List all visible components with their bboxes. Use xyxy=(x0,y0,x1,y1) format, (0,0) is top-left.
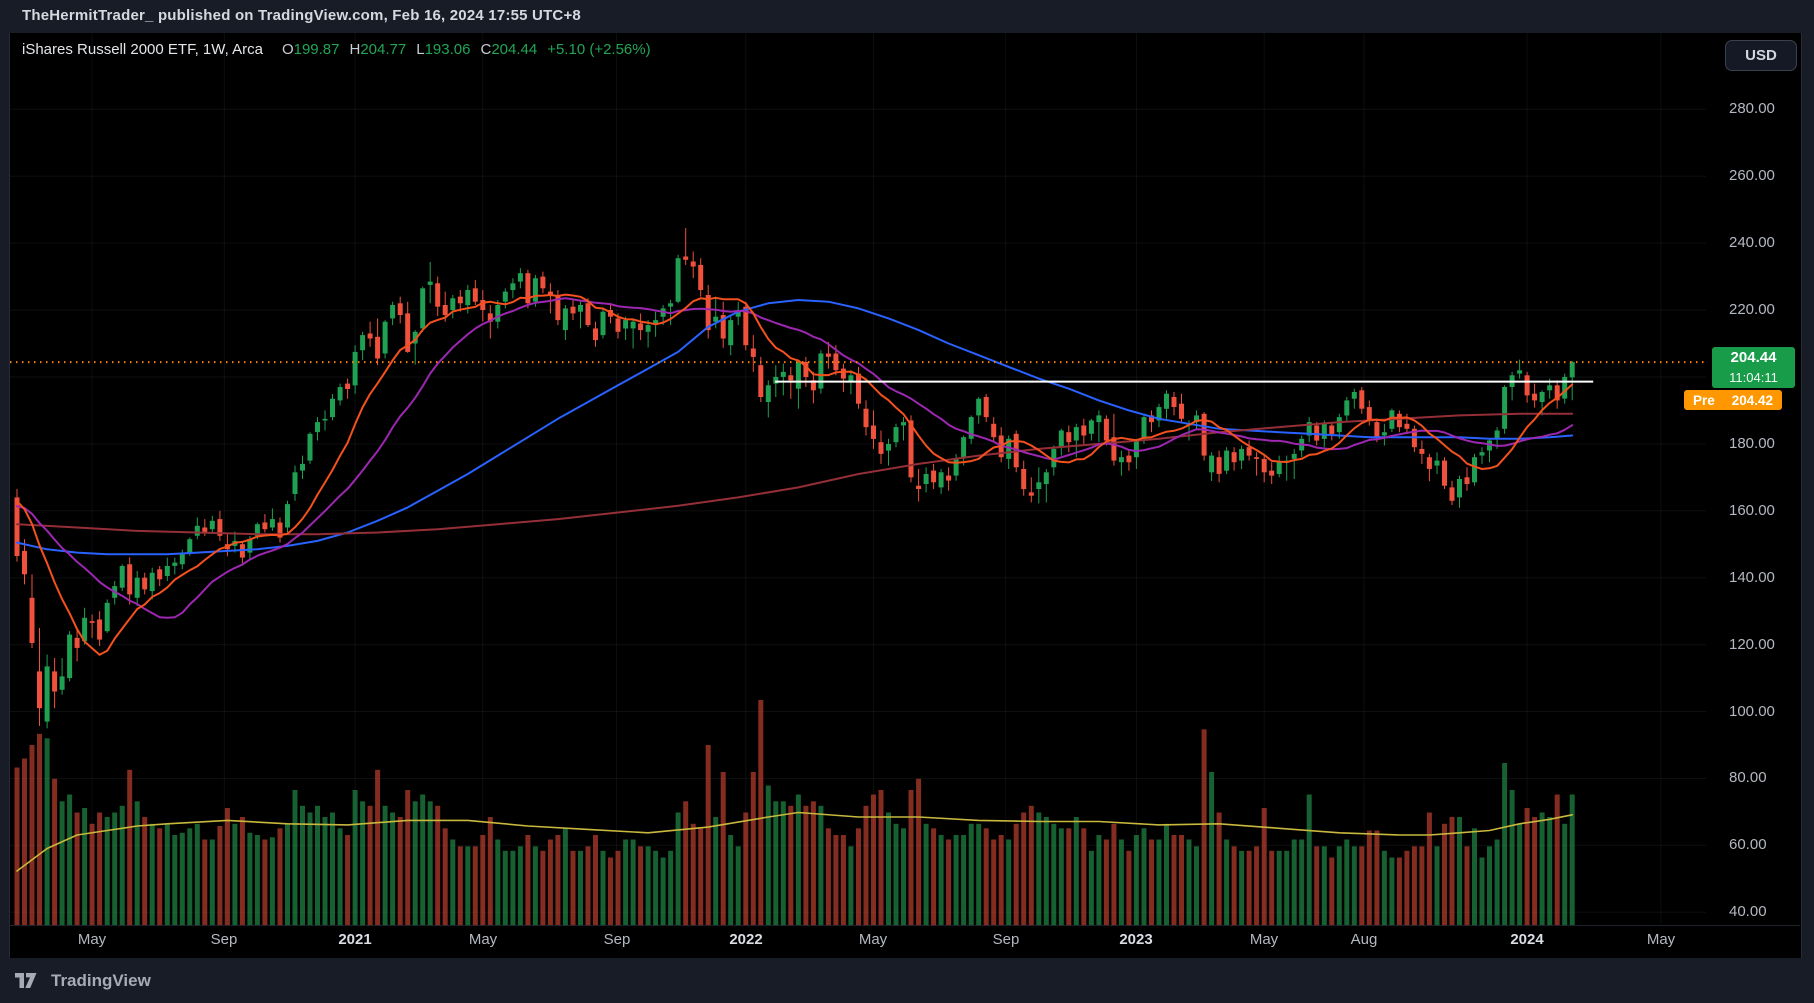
open-label: O xyxy=(281,41,294,58)
time-tick-label: May xyxy=(468,931,498,948)
price-tick-label: 160.00 xyxy=(1729,502,1775,519)
time-tick-label: May xyxy=(858,931,888,948)
time-tick-label: Sep xyxy=(992,931,1020,948)
low-readout: L193.06 xyxy=(416,41,470,58)
price-tick-label: 180.00 xyxy=(1729,435,1775,452)
low-label: L xyxy=(416,41,425,58)
time-tick-label: May xyxy=(1249,931,1279,948)
time-tick-label: 2021 xyxy=(338,931,372,948)
symbol-legend: iShares Russell 2000 ETF, 1W, Arca O199.… xyxy=(22,41,651,58)
price-tick-label: 240.00 xyxy=(1729,234,1775,251)
change-value: +5.10 (+2.56%) xyxy=(547,41,651,58)
high-label: H xyxy=(349,41,361,58)
price-tick-label: 120.00 xyxy=(1729,636,1775,653)
symbol-title[interactable]: iShares Russell 2000 ETF, 1W, Arca xyxy=(22,41,263,58)
close-readout: C204.44 xyxy=(480,41,537,58)
close-value: 204.44 xyxy=(491,41,538,58)
high-readout: H204.77 xyxy=(350,41,407,58)
pre-label: Pre xyxy=(1693,392,1715,408)
open-value: 199.87 xyxy=(293,41,340,58)
price-tick-label: 60.00 xyxy=(1729,836,1767,853)
time-tick-label: Sep xyxy=(210,931,238,948)
tradingview-logo-text[interactable]: TradingView xyxy=(51,970,151,990)
last-price-badge[interactable]: 204.44 11:04:11 xyxy=(1712,347,1795,388)
close-label: C xyxy=(480,41,492,58)
time-tick-label: Aug xyxy=(1350,931,1378,948)
premarket-price-badge[interactable]: Pre 204.42 xyxy=(1684,390,1782,410)
bar-countdown: 11:04:11 xyxy=(1729,370,1778,385)
pre-price: 204.42 xyxy=(1731,392,1773,408)
time-tick-label: Sep xyxy=(603,931,631,948)
time-tick-label: 2023 xyxy=(1119,931,1153,948)
time-tick-label: May xyxy=(77,931,107,948)
price-chart-canvas[interactable] xyxy=(9,33,1800,958)
price-tick-label: 40.00 xyxy=(1729,903,1767,920)
bottom-toolbar: TradingView xyxy=(0,958,1814,1003)
price-tick-label: 260.00 xyxy=(1729,167,1775,184)
time-tick-label: 2024 xyxy=(1510,931,1544,948)
price-tick-label: 80.00 xyxy=(1729,769,1767,786)
tradingview-logo-icon xyxy=(15,973,37,988)
time-tick-label: 2022 xyxy=(729,931,763,948)
time-tick-label: May xyxy=(1646,931,1676,948)
publish-attribution: TheHermitTrader_ published on TradingVie… xyxy=(22,7,581,24)
price-tick-label: 280.00 xyxy=(1729,100,1775,117)
price-tick-label: 140.00 xyxy=(1729,569,1775,586)
price-tick-label: 220.00 xyxy=(1729,301,1775,318)
low-value: 193.06 xyxy=(424,41,471,58)
last-price: 204.44 xyxy=(1730,349,1777,366)
high-value: 204.77 xyxy=(360,41,407,58)
currency-button[interactable]: USD xyxy=(1725,40,1797,71)
price-tick-label: 100.00 xyxy=(1729,703,1775,720)
watermark-header: TheHermitTrader_ published on TradingVie… xyxy=(0,0,1814,33)
open-readout: O199.87 xyxy=(282,41,340,58)
